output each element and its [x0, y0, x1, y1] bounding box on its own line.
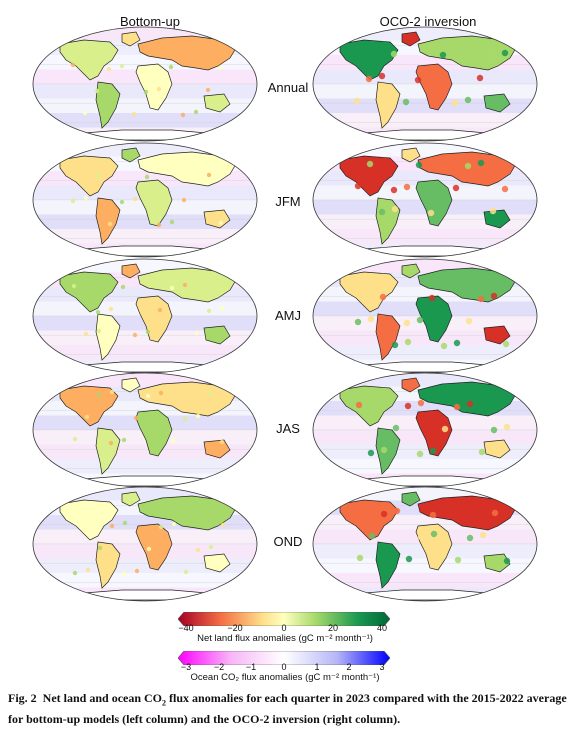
land-tick: 20 [327, 623, 339, 633]
row-label-annual: Annual [267, 80, 309, 95]
ocean-tick: −3 [180, 662, 192, 672]
map-panel-ond-oco2 [312, 486, 538, 602]
caption-text-2: flux anomalies for each quarter in 2023 … [8, 691, 567, 727]
map-panel-jfm-bottom-up [32, 142, 258, 258]
map-panel-annual-bottom-up [32, 26, 258, 142]
row-label-amj: AMJ [275, 308, 301, 323]
map-panel-ond-bottom-up [32, 486, 258, 602]
row-label-jas: JAS [276, 421, 300, 436]
land-tick: −20 [227, 623, 243, 633]
ocean-tick: 1 [314, 662, 320, 672]
map-panel-annual-oco2 [312, 26, 538, 142]
caption-text-1: Net land and ocean CO [42, 691, 163, 705]
figure-number: Fig. 2 [8, 691, 37, 705]
land-colorbar-ticks: −40 −20 0 20 40 [178, 623, 390, 635]
map-panel-jas-bottom-up [32, 372, 258, 488]
ocean-tick: −2 [213, 662, 225, 672]
map-panel-jfm-oco2 [312, 142, 538, 258]
ocean-tick: 3 [379, 662, 385, 672]
row-label-jfm: JFM [275, 194, 301, 209]
land-colorbar-label: Net land flux anomalies (gC m⁻² month⁻¹) [197, 633, 373, 644]
ocean-tick: 2 [346, 662, 352, 672]
column-title-oco2: OCO-2 inversion [379, 14, 477, 29]
ocean-colorbar-label: Ocean CO₂ flux anomalies (gC m⁻² month⁻¹… [190, 672, 380, 683]
ocean-tick: −1 [245, 662, 257, 672]
map-panel-amj-bottom-up [32, 258, 258, 374]
land-tick: −40 [178, 623, 194, 633]
map-panel-jas-oco2 [312, 372, 538, 488]
ocean-colorbar [177, 650, 391, 666]
ocean-colorbar-ticks: −3 −2 −1 0 1 2 3 [178, 662, 390, 674]
figure-caption: Fig. 2 Net land and ocean CO2 flux anoma… [8, 690, 568, 728]
column-title-bottom-up: Bottom-up [120, 14, 180, 29]
row-label-ond: OND [273, 534, 303, 549]
land-colorbar [177, 611, 391, 627]
map-panel-amj-oco2 [312, 258, 538, 374]
ocean-tick: 0 [281, 662, 287, 672]
caption-subscript: 2 [162, 698, 167, 708]
land-tick: 40 [376, 623, 388, 633]
land-tick: 0 [281, 623, 287, 633]
